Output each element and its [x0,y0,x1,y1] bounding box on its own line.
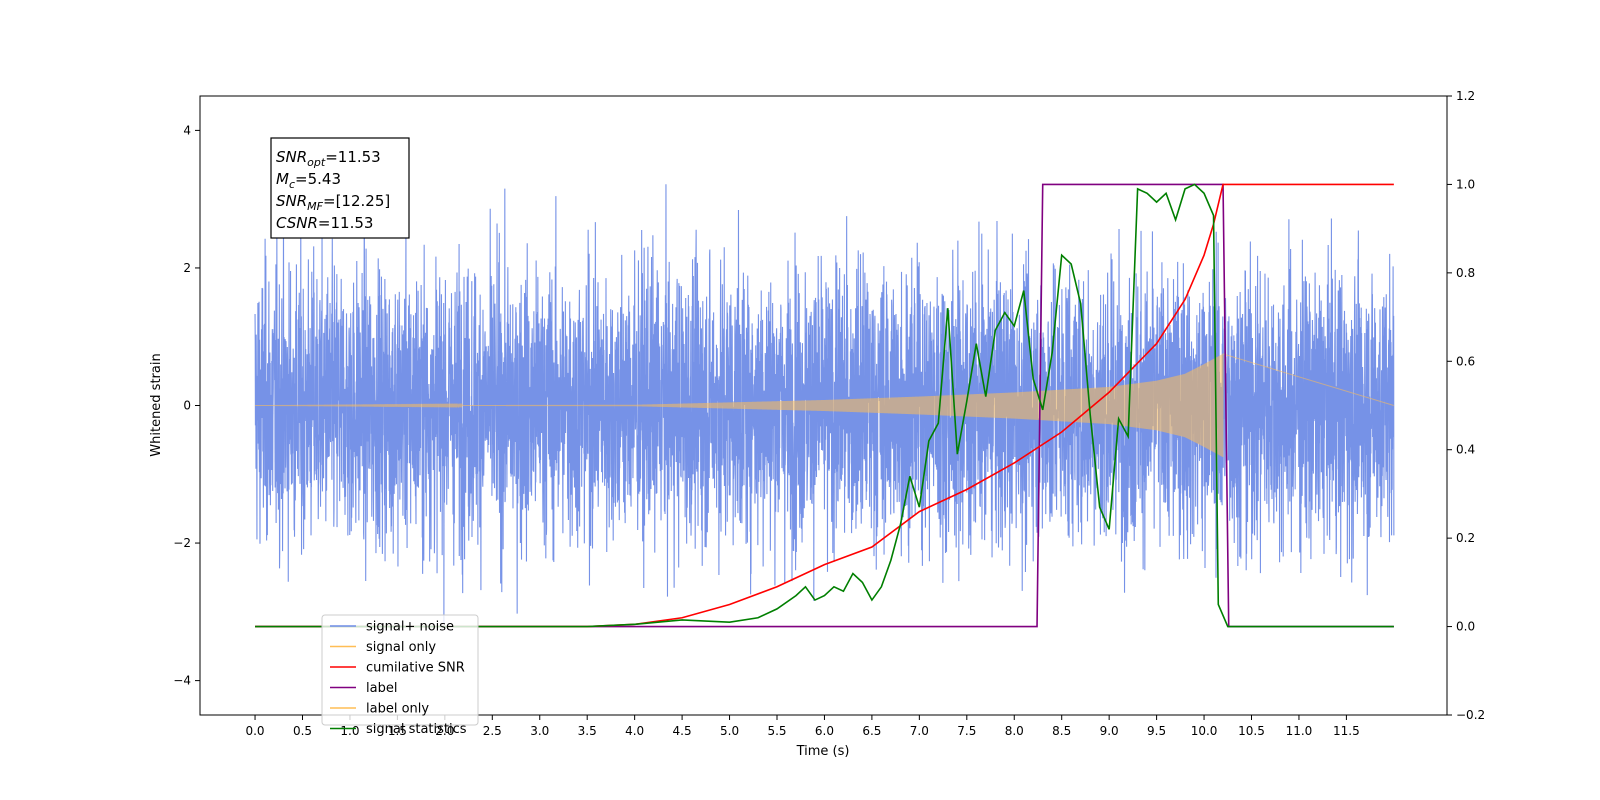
plot-area [254,183,1395,628]
x-tick-label: 2.0 [435,724,454,738]
x-tick-label: 7.0 [910,724,929,738]
y-tick-label-right: 1.0 [1456,177,1475,191]
x-tick-label: 9.0 [1100,724,1119,738]
series-signal-only-line [255,353,1395,457]
x-tick-label: 6.5 [862,724,881,738]
legend-label: cumilative SNR [366,661,465,676]
y-axis-label-left: Whitened strain [149,353,164,456]
y-tick-label-right: 1.2 [1456,89,1475,103]
y-tick-label-left: 4 [183,123,191,137]
x-tick-label: 1.5 [388,724,407,738]
y-tick-label-left: −2 [173,536,191,550]
x-axis-label: Time (s) [796,744,850,759]
y-tick-label-right: 0.2 [1456,531,1475,545]
legend-label: label [366,681,397,696]
annotation-line: CSNR=11.53 [276,214,373,232]
y-tick-label-right: 0.4 [1456,443,1475,457]
x-tick-label: 8.5 [1052,724,1071,738]
y-tick-label-right: 0.6 [1456,354,1475,368]
x-tick-label: 2.5 [483,724,502,738]
y-tick-label-left: 0 [183,399,191,413]
annotation-box: SNRopt=11.53Mc=5.43SNRMF=[12.25]CSNR=11.… [270,137,410,239]
x-tick-label: 8.0 [1005,724,1024,738]
x-tick-label: 3.0 [530,724,549,738]
x-tick-label: 6.0 [815,724,834,738]
series-signal-noise-line [254,184,1395,624]
x-tick-label: 9.5 [1147,724,1166,738]
annotation-line: SNRMF=[12.25] [276,192,390,213]
x-tick-label: 7.5 [957,724,976,738]
annotation-line: Mc=5.43 [276,170,341,191]
annotation-frame [270,137,410,239]
legend-label: signal only [366,640,436,655]
y-tick-label-right: 0.0 [1456,620,1475,634]
series-signal-statistics-line [255,183,1394,628]
y-tick-label-right: −0.2 [1456,708,1485,722]
x-tick-label: 5.0 [720,724,739,738]
axes: 0.0 0.5 1.0 1.5 2.0 2.5 3.0 3.5 4.0 4.5 5.0 5.5 6.0 6… [173,89,1485,738]
series-cumulative-snr-line [255,183,1394,628]
x-tick-label: 0.5 [293,724,312,738]
x-tick-label: 10.0 [1191,724,1218,738]
x-tick-label: 3.5 [578,724,597,738]
legend-frame [321,614,479,726]
annotation-line: SNRopt=11.53 [276,148,381,169]
x-tick-label: 4.5 [673,724,692,738]
y-tick-label-right: 0.8 [1456,266,1475,280]
x-tick-label: 0.0 [245,724,264,738]
legend: signal+ noise signal only cumilative SNR la… [321,614,479,737]
x-tick-label: 11.5 [1333,724,1360,738]
legend-label: signal+ noise [366,620,454,635]
x-tick-label: 4.0 [625,724,644,738]
y-tick-label-left: 2 [183,261,191,275]
x-tick-label: 10.5 [1238,724,1265,738]
x-tick-label: 11.0 [1286,724,1313,738]
legend-label: signal statistics [366,722,467,737]
y-tick-label-left: −4 [173,674,191,688]
x-tick-label: 5.5 [767,724,786,738]
x-tick-label: 1.0 [340,724,359,738]
legend-label: label only [366,702,429,717]
